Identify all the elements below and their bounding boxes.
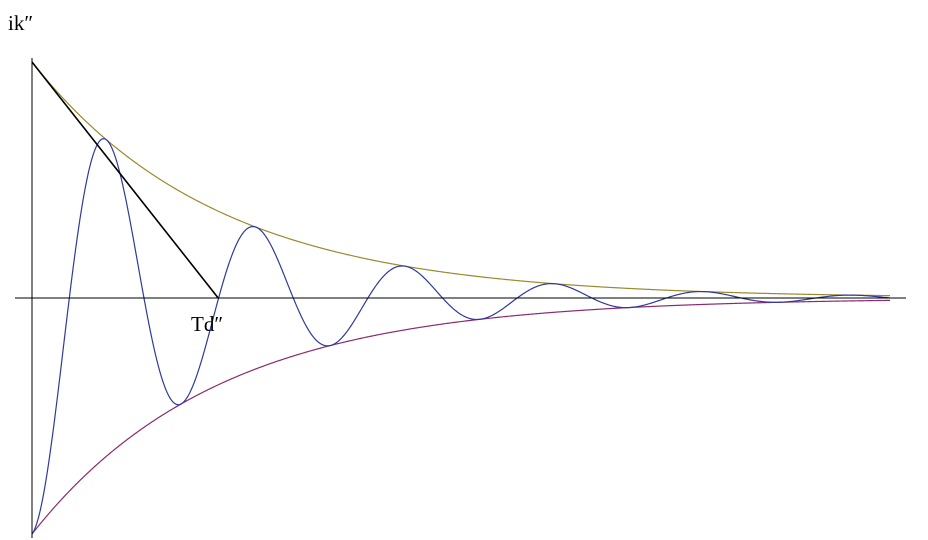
curve-group xyxy=(31,61,891,535)
tangent-line xyxy=(31,61,219,299)
y-axis-label: ik″ xyxy=(8,11,33,35)
upper-envelope-curve xyxy=(31,61,891,297)
lower-envelope-curve xyxy=(31,299,891,535)
oscillation-curve xyxy=(31,138,891,535)
time-constant-label: Td″ xyxy=(191,312,223,336)
